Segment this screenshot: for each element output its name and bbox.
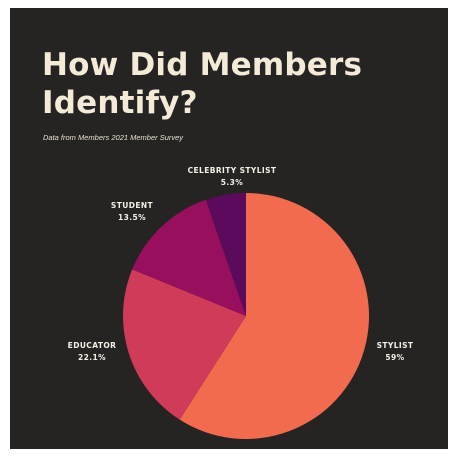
slice-value-educator: 22.1%	[78, 353, 106, 362]
slice-value-stylist: 59%	[385, 353, 404, 362]
chart-card: How Did Members Identify? Data from Memb…	[10, 8, 448, 449]
slice-value-student: 13.5%	[118, 213, 146, 222]
slice-value-celebrity-stylist: 5.3%	[221, 178, 243, 187]
slice-label-stylist: STYLIST	[377, 341, 414, 350]
chart-subtitle: Data from Members 2021 Member Survey	[43, 133, 184, 142]
chart-title: How Did Members Identify?	[42, 47, 363, 121]
pie-chart: STYLIST 59% EDUCATOR 22.1% STUDENT 13.5% CELEB…	[68, 166, 414, 440]
pie-slice-celebrity-stylist	[205, 193, 246, 316]
pie-slice-educator	[123, 269, 246, 420]
slice-label-educator: EDUCATOR	[68, 341, 117, 350]
slice-label-celebrity-stylist: CELEBRITY STYLIST	[188, 166, 277, 175]
slice-label-student: STUDENT	[111, 201, 154, 210]
pie-slice-student	[132, 199, 246, 316]
pie-slice-stylist	[179, 193, 369, 440]
